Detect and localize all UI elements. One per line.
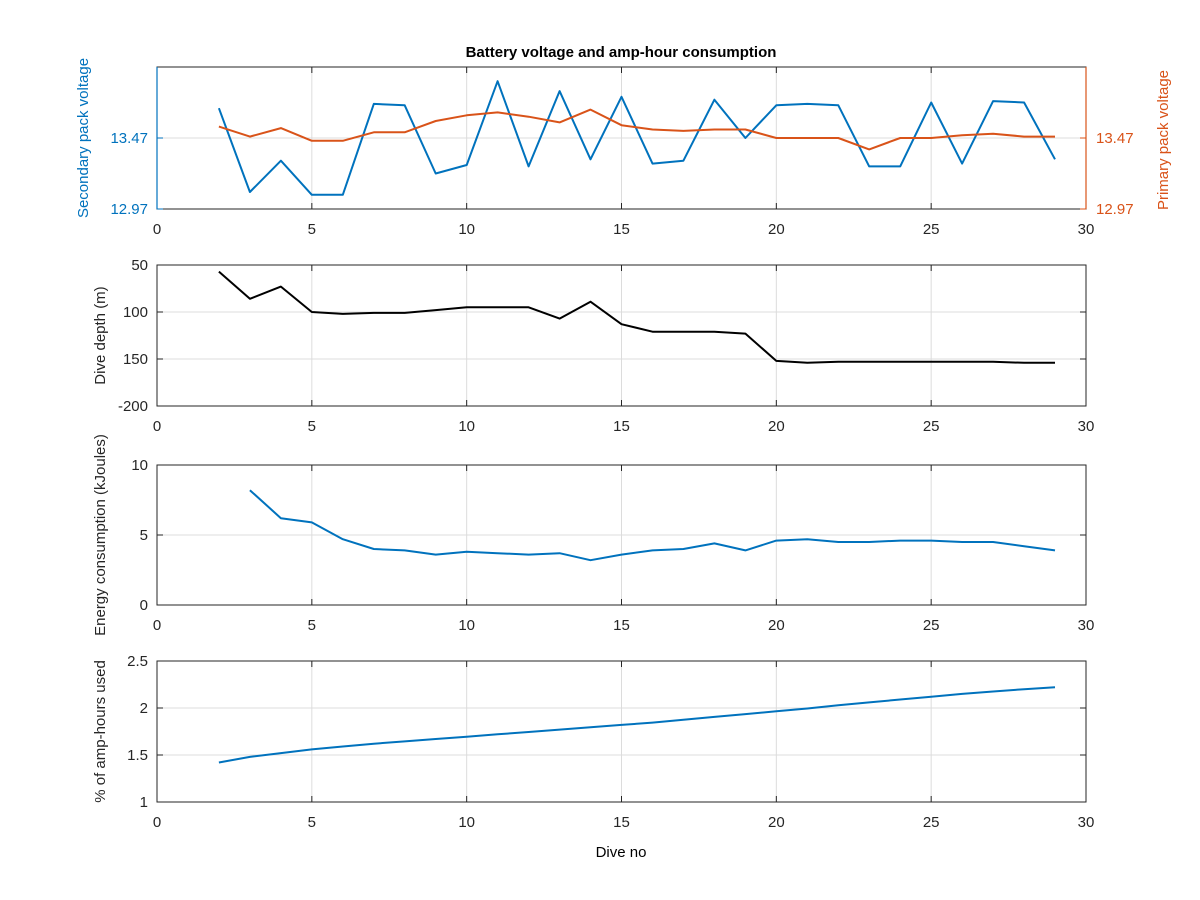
y-tick-label: 1 xyxy=(140,794,148,811)
x-tick-label: 10 xyxy=(458,418,475,435)
y-tick-label: -200 xyxy=(118,398,148,415)
x-tick-label: 15 xyxy=(613,617,630,634)
x-tick-label: 10 xyxy=(458,617,475,634)
y-tick-label: 150 xyxy=(123,351,148,368)
x-tick-label: 30 xyxy=(1078,617,1095,634)
x-tick-label: 5 xyxy=(308,617,316,634)
y-tick-label: 10 xyxy=(131,457,148,474)
x-tick-label: 15 xyxy=(613,221,630,238)
x-tick-label: 10 xyxy=(458,221,475,238)
x-tick-label: 0 xyxy=(153,814,161,831)
y-axis-label: Secondary pack voltage xyxy=(75,58,92,218)
y-tick-label: 2 xyxy=(140,700,148,717)
series-line-2 xyxy=(218,108,1055,151)
y-axis-label: % of amp-hours used xyxy=(92,660,109,803)
x-axis-label: Dive no xyxy=(596,844,647,861)
x-tick-label: 20 xyxy=(768,814,785,831)
y2-axis-label: Primary pack voltage xyxy=(1155,70,1172,210)
x-tick-label: 30 xyxy=(1078,814,1095,831)
y2-tick-label: 13.47 xyxy=(1096,130,1134,147)
x-tick-label: 30 xyxy=(1078,221,1095,238)
y-axis-label: Energy consumption (kJoules) xyxy=(92,434,109,636)
y-tick-label: 1.5 xyxy=(127,747,148,764)
x-tick-label: 30 xyxy=(1078,418,1095,435)
series-line-1 xyxy=(217,80,1056,196)
x-tick-label: 20 xyxy=(768,221,785,238)
y2-tick-label: 12.97 xyxy=(1096,201,1134,218)
x-tick-label: 0 xyxy=(153,418,161,435)
y-tick-label: 50 xyxy=(131,257,148,274)
x-tick-label: 25 xyxy=(923,617,940,634)
x-tick-label: 0 xyxy=(153,221,161,238)
y-tick-label: 0 xyxy=(140,597,148,614)
x-tick-label: 0 xyxy=(153,617,161,634)
series-line-1 xyxy=(218,270,1055,364)
x-tick-label: 10 xyxy=(458,814,475,831)
y-tick-label: 12.97 xyxy=(110,201,148,218)
x-tick-label: 25 xyxy=(923,221,940,238)
y-tick-label: 5 xyxy=(140,527,148,544)
series-line-1 xyxy=(249,489,1056,562)
x-tick-label: 15 xyxy=(613,418,630,435)
series-line-1 xyxy=(218,686,1056,764)
x-tick-label: 25 xyxy=(923,814,940,831)
chart-title: Battery voltage and amp-hour consumption xyxy=(466,44,777,61)
y-axis-label: Dive depth (m) xyxy=(92,286,109,384)
x-tick-label: 15 xyxy=(613,814,630,831)
y-tick-label: 13.47 xyxy=(110,130,148,147)
y-tick-label: 2.5 xyxy=(127,653,148,670)
x-tick-label: 5 xyxy=(308,418,316,435)
x-tick-label: 20 xyxy=(768,418,785,435)
x-tick-label: 5 xyxy=(308,221,316,238)
x-tick-label: 20 xyxy=(768,617,785,634)
x-tick-label: 5 xyxy=(308,814,316,831)
x-tick-label: 25 xyxy=(923,418,940,435)
y-tick-label: 100 xyxy=(123,304,148,321)
